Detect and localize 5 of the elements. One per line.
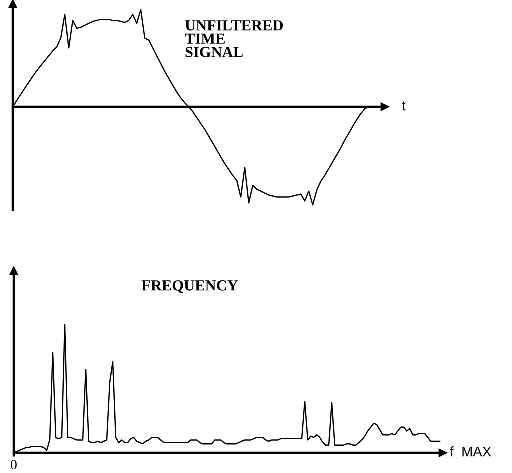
chart-title: FREQUENCY	[142, 280, 238, 294]
x-axis-title: t	[402, 102, 406, 111]
text: UNFILTERED TIME SIGNAL	[185, 20, 284, 58]
text: 0	[11, 460, 17, 470]
x-axis-title: f MAX	[450, 446, 492, 457]
